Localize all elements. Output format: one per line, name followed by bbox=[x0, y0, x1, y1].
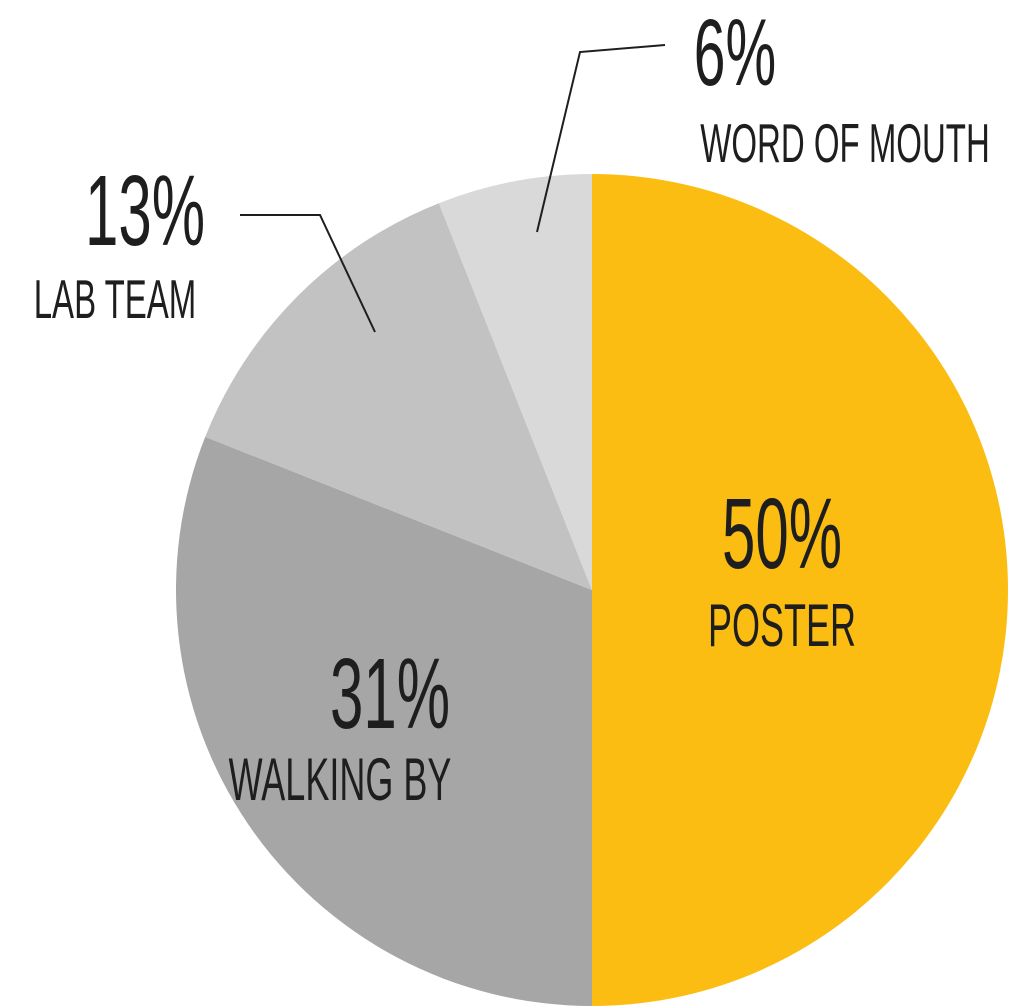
leader-line bbox=[240, 214, 376, 333]
value-label-group: 50% bbox=[722, 478, 842, 590]
value-label-group: 6% bbox=[694, 0, 776, 106]
value-label: 31% bbox=[330, 638, 450, 750]
value-label-group: 31% bbox=[330, 638, 450, 750]
pie-slice bbox=[175, 436, 592, 1006]
category-label: POSTER bbox=[708, 593, 856, 660]
category-label-group: WORD OF MOUTH bbox=[700, 112, 990, 174]
value-label: 50% bbox=[722, 478, 842, 590]
leader-line bbox=[536, 44, 666, 233]
category-label-group: LAB TEAM bbox=[34, 268, 197, 330]
category-label: WORD OF MOUTH bbox=[700, 112, 990, 174]
category-label-group: POSTER bbox=[708, 593, 856, 660]
pie-slice bbox=[438, 174, 592, 590]
value-label: 13% bbox=[85, 155, 205, 267]
pie-slice bbox=[592, 174, 1008, 1006]
value-label-group: 13% bbox=[85, 155, 205, 267]
category-label-group: WALKING BY bbox=[229, 747, 452, 814]
category-label: WALKING BY bbox=[229, 747, 452, 814]
pie-slice bbox=[205, 203, 592, 590]
value-label: 6% bbox=[694, 0, 776, 106]
category-label: LAB TEAM bbox=[34, 268, 197, 330]
